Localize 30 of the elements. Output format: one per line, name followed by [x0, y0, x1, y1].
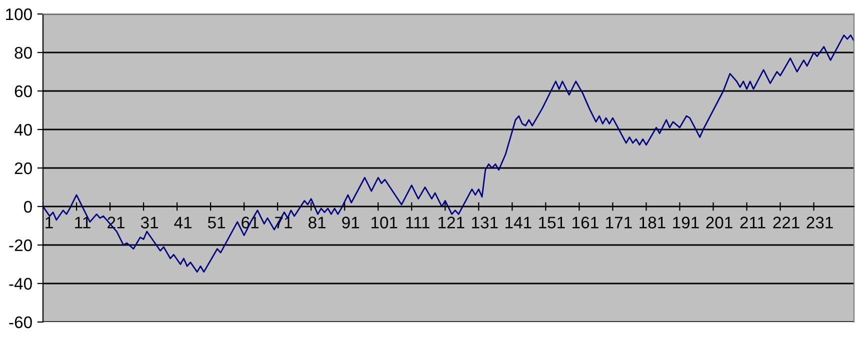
- x-tick-label: 81: [308, 216, 326, 228]
- y-tick-label: 20: [14, 162, 32, 174]
- x-tick-label: 131: [472, 216, 498, 228]
- x-tick-label: 91: [342, 216, 360, 228]
- x-tick-label: 101: [371, 216, 398, 228]
- x-tick-label: 211: [740, 216, 766, 228]
- x-tick-label: 1: [46, 216, 53, 228]
- y-tick-label: 0: [24, 200, 32, 213]
- x-tick-label: 171: [606, 216, 632, 228]
- x-tick-label: 201: [706, 216, 732, 228]
- x-tick-label: 221: [773, 216, 800, 228]
- y-tick-label: -60: [9, 316, 32, 328]
- y-tick-label: -20: [9, 239, 32, 252]
- x-tick-label: 111: [406, 216, 430, 228]
- x-tick-label: 161: [572, 216, 598, 228]
- x-tick-label: 181: [640, 216, 666, 228]
- x-tick-label: 231: [806, 216, 833, 228]
- x-tick-label: 11: [75, 216, 90, 228]
- y-tick-label: -40: [9, 278, 32, 290]
- x-tick-label: 121: [438, 216, 464, 228]
- y-tick-label: 40: [14, 124, 32, 136]
- x-tick-label: 191: [673, 216, 699, 228]
- y-tick-label: 80: [14, 46, 32, 59]
- x-tick-label: 31: [140, 216, 158, 228]
- y-tick-label: 100: [6, 8, 32, 20]
- x-tick-label: 41: [174, 216, 192, 228]
- x-tick-label: 51: [208, 216, 226, 228]
- y-tick-label: 60: [14, 85, 32, 98]
- x-tick-label: 141: [506, 216, 532, 228]
- x-tick-label: 151: [539, 216, 565, 228]
